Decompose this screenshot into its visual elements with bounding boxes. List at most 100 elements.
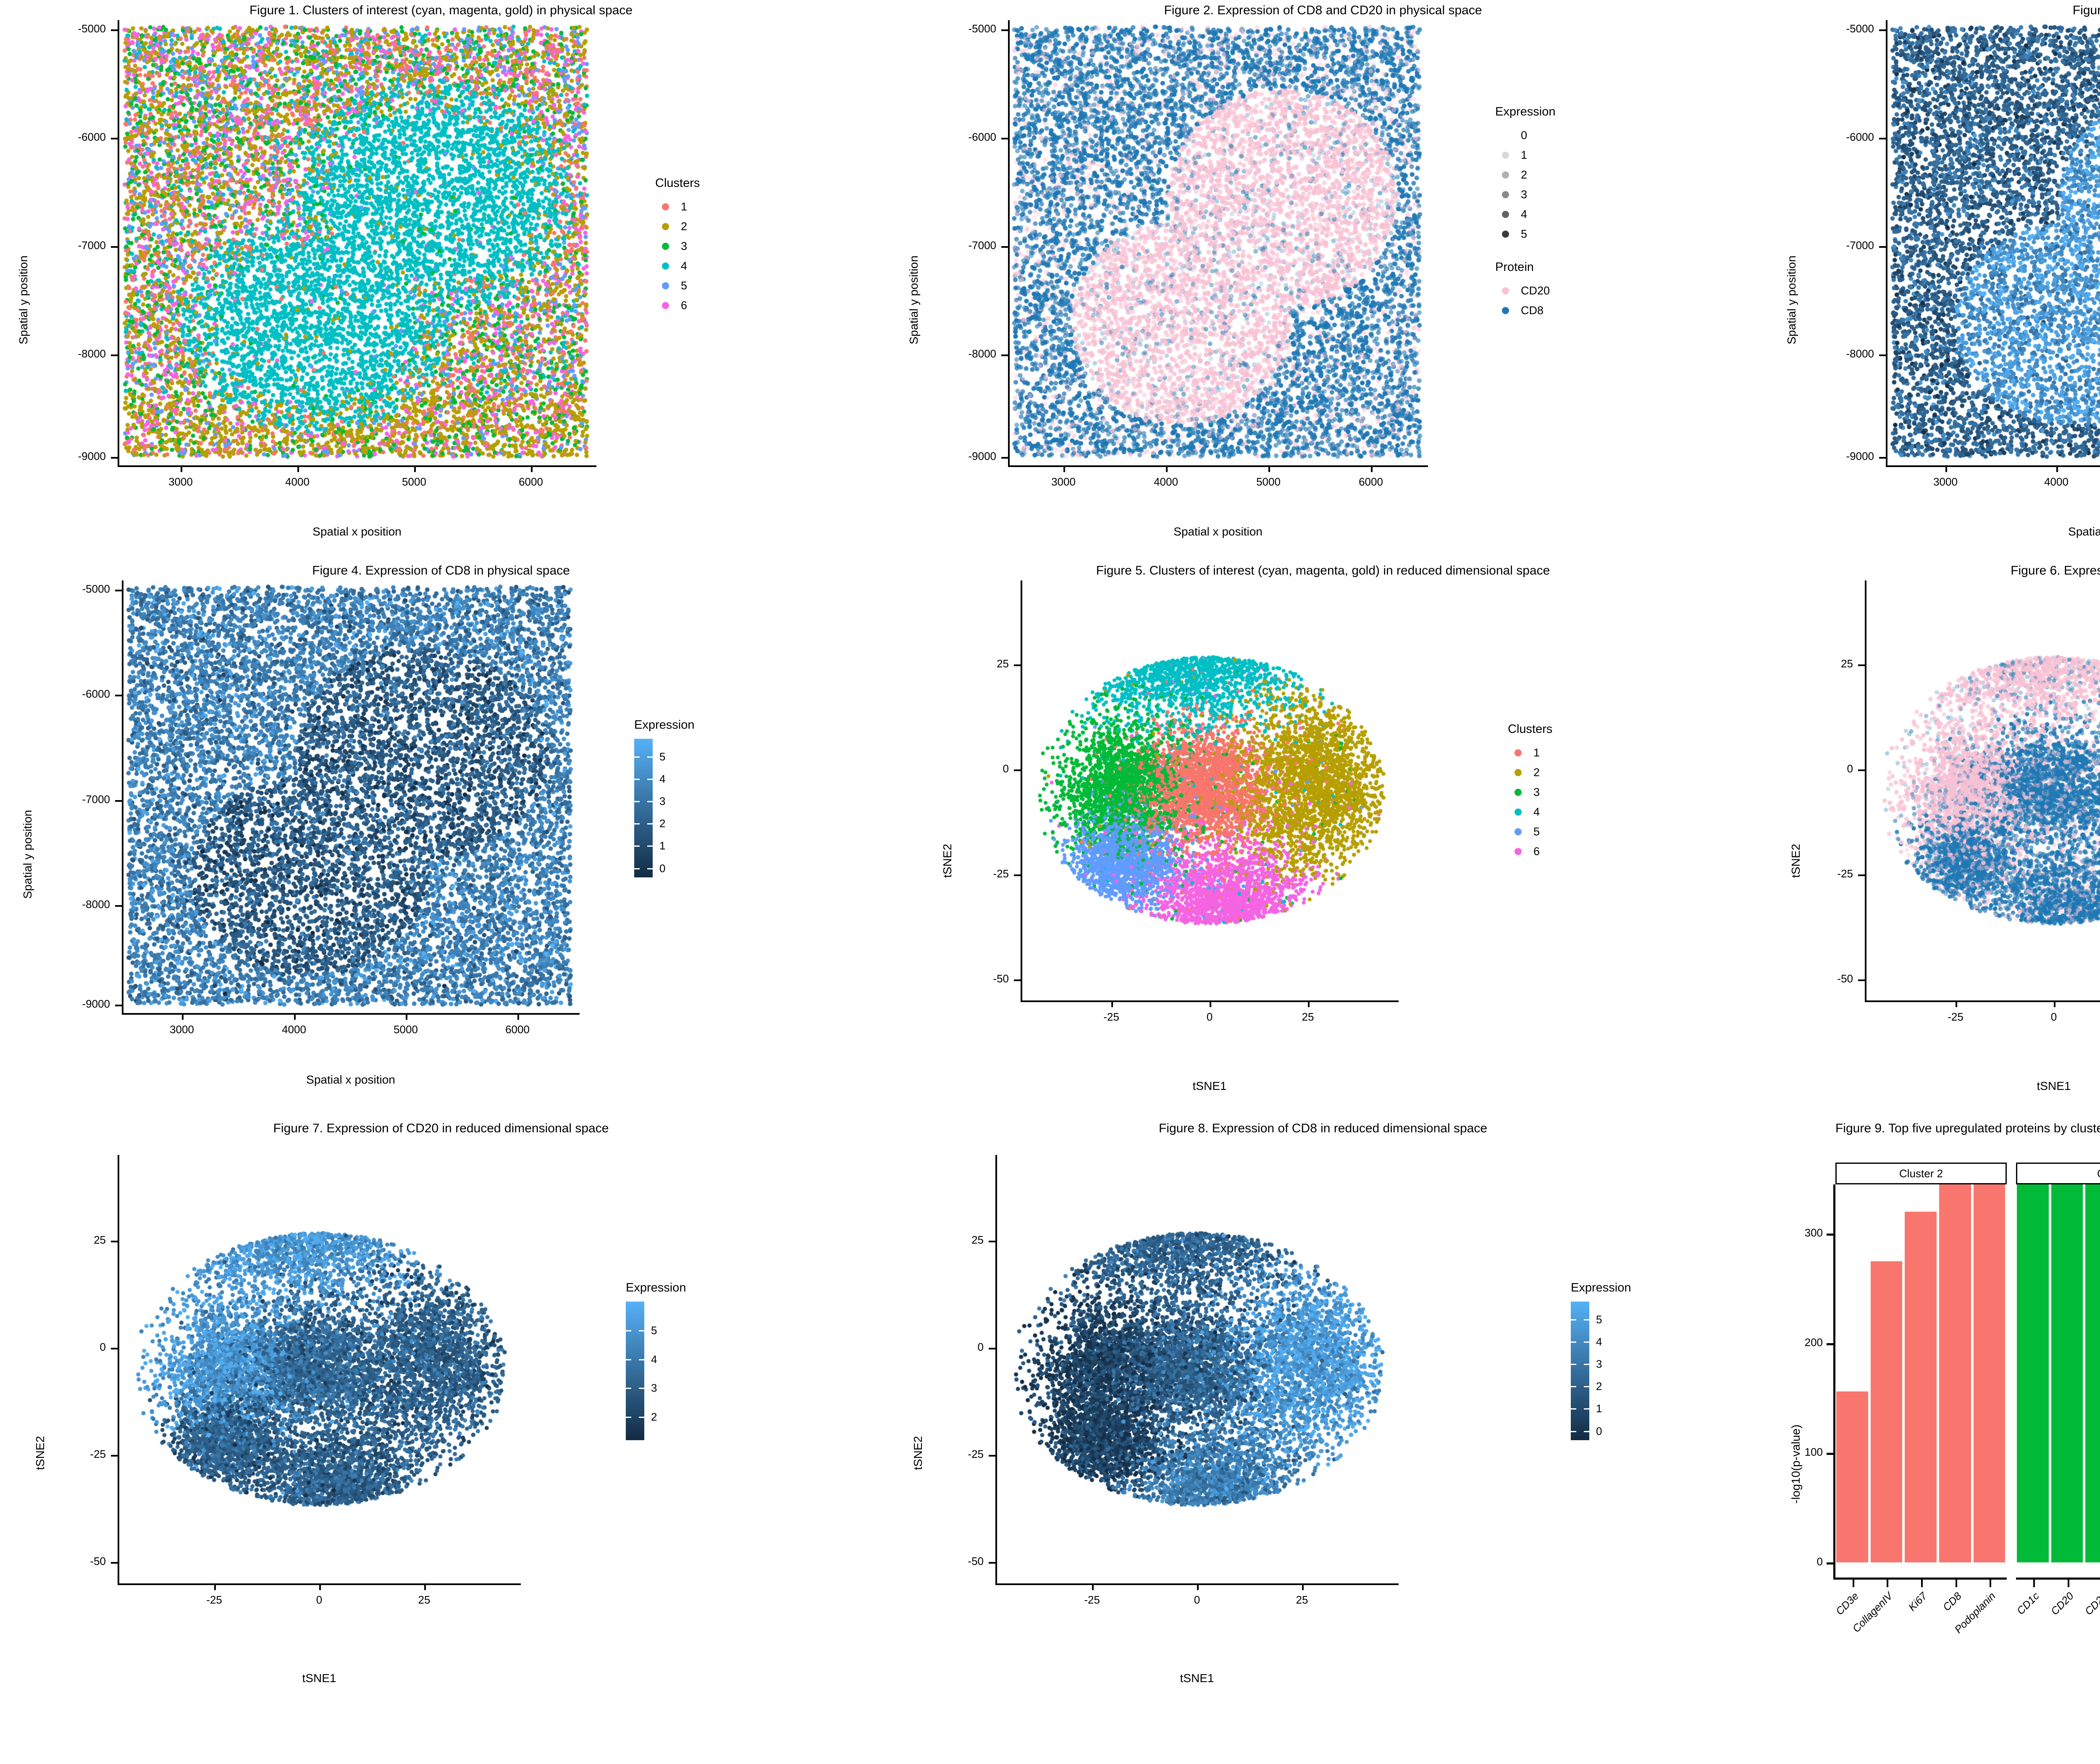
y-axis-line xyxy=(1021,580,1022,1000)
legend-item[interactable]: 6 xyxy=(655,296,700,315)
x-tick-mark xyxy=(1852,1580,1854,1587)
bar[interactable] xyxy=(2017,1184,2049,1562)
x-tick-label: 5000 xyxy=(1256,475,1281,488)
facet-panel xyxy=(2016,1184,2100,1562)
colorbar-tick-mark xyxy=(1571,1319,1576,1320)
legend-item[interactable]: 2 xyxy=(655,217,700,236)
y-tick-label: -8000 xyxy=(968,347,997,360)
legend-item[interactable]: 3 xyxy=(1495,185,1555,205)
y-axis-line xyxy=(1865,580,1866,1000)
colorbar-tick-mark xyxy=(647,868,653,869)
y-tick-mark xyxy=(111,138,118,139)
y-axis-line xyxy=(1886,20,1887,465)
colorbar-tick-mark xyxy=(1584,1319,1589,1320)
y-tick-mark xyxy=(1827,1453,1833,1455)
y-tick-label: -5000 xyxy=(968,22,997,35)
legend-alpha-swatch-icon xyxy=(1502,171,1509,178)
legend-item[interactable]: 1 xyxy=(1495,145,1555,165)
x-tick-label: 3000 xyxy=(170,1023,194,1036)
y-tick-mark xyxy=(111,1241,118,1242)
legend-item[interactable]: 4 xyxy=(655,256,700,276)
y-tick-mark xyxy=(989,1348,995,1349)
bar[interactable] xyxy=(1870,1261,1903,1562)
bar[interactable] xyxy=(1973,1184,2006,1562)
bar[interactable] xyxy=(1939,1184,1971,1562)
bar[interactable] xyxy=(2085,1184,2100,1562)
panel-figure-8: Figure 8. Expression of CD8 in reduced d… xyxy=(882,1113,1764,1764)
legend-item[interactable]: 0 xyxy=(1495,126,1555,145)
colorbar-tick-mark xyxy=(626,1359,631,1360)
bar[interactable] xyxy=(1905,1212,1937,1562)
figure-2-expression-legend-title: Expression xyxy=(1495,105,1556,118)
x-tick-label: 0 xyxy=(2050,1011,2057,1023)
legend-item[interactable]: CD8 xyxy=(1495,301,1550,320)
facet-strip-label: Cluster 2 xyxy=(1899,1167,1943,1180)
legend-item-label: 3 xyxy=(681,240,688,252)
x-tick-mark xyxy=(1308,1000,1310,1007)
legend-item[interactable]: 5 xyxy=(1495,224,1555,244)
legend-item[interactable]: 1 xyxy=(1508,743,1552,763)
colorbar-tick-mark xyxy=(647,801,653,803)
y-tick-label: -9000 xyxy=(82,998,110,1010)
colorbar-tick-mark xyxy=(626,1330,631,1331)
x-tick-label: 0 xyxy=(1194,1593,1200,1606)
x-tick-mark xyxy=(319,1583,321,1590)
x-tick-mark xyxy=(1268,465,1270,472)
x-tick-label: 3000 xyxy=(1933,475,1958,488)
legend-item-label: 1 xyxy=(1521,149,1528,161)
y-tick-label: 0 xyxy=(977,1341,984,1353)
figure-5-legend-title: Clusters xyxy=(1508,722,1553,736)
y-tick-label: -25 xyxy=(1837,867,1853,880)
x-tick-label: 3000 xyxy=(1051,475,1076,488)
y-tick-mark xyxy=(111,29,118,31)
legend-item[interactable]: 3 xyxy=(655,236,700,256)
figure-4-colorbar-title: Expression xyxy=(634,718,695,732)
y-tick-mark xyxy=(115,590,122,591)
colorbar-tick-mark xyxy=(634,778,640,780)
legend-swatch-icon xyxy=(662,262,669,270)
legend-item[interactable]: 5 xyxy=(655,276,700,296)
legend-item[interactable]: 1 xyxy=(655,197,700,217)
legend-item[interactable]: 4 xyxy=(1495,205,1555,224)
y-tick-label: 25 xyxy=(997,657,1009,670)
y-tick-mark xyxy=(115,800,122,802)
x-tick-label: 5000 xyxy=(402,475,426,488)
bar[interactable] xyxy=(2051,1184,2083,1562)
figure-8-colorbar-title: Expression xyxy=(1571,1281,1631,1294)
legend-item[interactable]: 6 xyxy=(1508,842,1552,861)
figure-4-y-axis-label: Spatial y position xyxy=(21,810,34,899)
x-tick-mark xyxy=(1945,465,1947,472)
x-tick-mark xyxy=(1371,465,1373,472)
colorbar-ticks: 5 4 3 2 1 0 xyxy=(1589,1302,1614,1440)
legend-item[interactable]: 4 xyxy=(1508,802,1552,822)
x-tick-mark xyxy=(2033,1580,2035,1587)
legend-item[interactable]: CD20 xyxy=(1495,281,1550,301)
y-tick-label: 300 xyxy=(1804,1226,1823,1239)
y-axis-line xyxy=(1833,1184,1835,1580)
facet-strip: Cluster 4 xyxy=(2016,1163,2100,1184)
legend-item[interactable]: 5 xyxy=(1508,822,1552,842)
figure-1-plot xyxy=(118,20,596,465)
colorbar-tick-mark xyxy=(647,823,653,825)
figure-8-colorbar-legend: Expression 5 4 3 2 1 0 xyxy=(1571,1281,1631,1440)
x-tick-label: 3000 xyxy=(168,475,193,488)
panel-figure-4: Figure 4. Expression of CD8 in physical … xyxy=(0,563,882,1113)
x-tick-mark xyxy=(297,465,299,472)
y-tick-mark xyxy=(1001,138,1008,139)
facet-x-axis-line xyxy=(2016,1578,2100,1580)
legend-item-label: 1 xyxy=(1533,746,1540,759)
y-tick-mark xyxy=(1879,457,1886,459)
y-tick-label: -5000 xyxy=(1846,22,1874,35)
y-tick-label: -5000 xyxy=(78,22,106,35)
bar[interactable] xyxy=(1836,1391,1868,1562)
y-tick-label: -50 xyxy=(90,1555,106,1567)
figure-2-plot xyxy=(1008,20,1428,465)
colorbar-tick-mark xyxy=(1584,1364,1589,1365)
legend-item[interactable]: 2 xyxy=(1508,763,1552,782)
panel-figure-2: Figure 2. Expression of CD8 and CD20 in … xyxy=(882,0,1764,563)
legend-item[interactable]: 3 xyxy=(1508,782,1552,802)
legend-item[interactable]: 2 xyxy=(1495,165,1555,185)
x-tick-label: 25 xyxy=(1302,1011,1314,1023)
y-tick-label: 0 xyxy=(1816,1555,1823,1568)
y-axis-line xyxy=(995,1155,997,1583)
